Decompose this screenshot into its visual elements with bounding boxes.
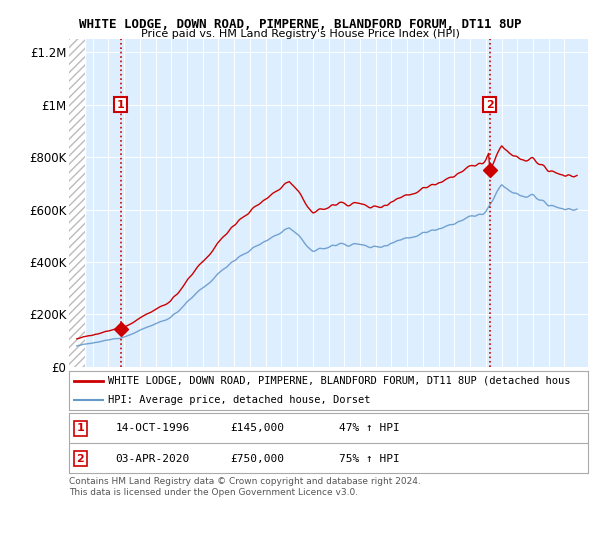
Text: This data is licensed under the Open Government Licence v3.0.: This data is licensed under the Open Gov… <box>69 488 358 497</box>
Text: 47% ↑ HPI: 47% ↑ HPI <box>339 423 400 433</box>
Text: HPI: Average price, detached house, Dorset: HPI: Average price, detached house, Dors… <box>108 395 370 405</box>
Text: 1: 1 <box>117 100 125 110</box>
Bar <box>69 39 85 367</box>
Text: £750,000: £750,000 <box>230 454 284 464</box>
Text: Price paid vs. HM Land Registry's House Price Index (HPI): Price paid vs. HM Land Registry's House … <box>140 29 460 39</box>
Bar <box>69 39 85 367</box>
Text: 14-OCT-1996: 14-OCT-1996 <box>116 423 190 433</box>
Text: Contains HM Land Registry data © Crown copyright and database right 2024.: Contains HM Land Registry data © Crown c… <box>69 477 421 486</box>
Text: 2: 2 <box>77 454 84 464</box>
Text: WHITE LODGE, DOWN ROAD, PIMPERNE, BLANDFORD FORUM, DT11 8UP (detached hous: WHITE LODGE, DOWN ROAD, PIMPERNE, BLANDF… <box>108 376 571 385</box>
Text: 2: 2 <box>486 100 494 110</box>
Text: £145,000: £145,000 <box>230 423 284 433</box>
Text: 75% ↑ HPI: 75% ↑ HPI <box>339 454 400 464</box>
Text: 03-APR-2020: 03-APR-2020 <box>116 454 190 464</box>
Text: 1: 1 <box>77 423 84 433</box>
Text: WHITE LODGE, DOWN ROAD, PIMPERNE, BLANDFORD FORUM, DT11 8UP: WHITE LODGE, DOWN ROAD, PIMPERNE, BLANDF… <box>79 18 521 31</box>
